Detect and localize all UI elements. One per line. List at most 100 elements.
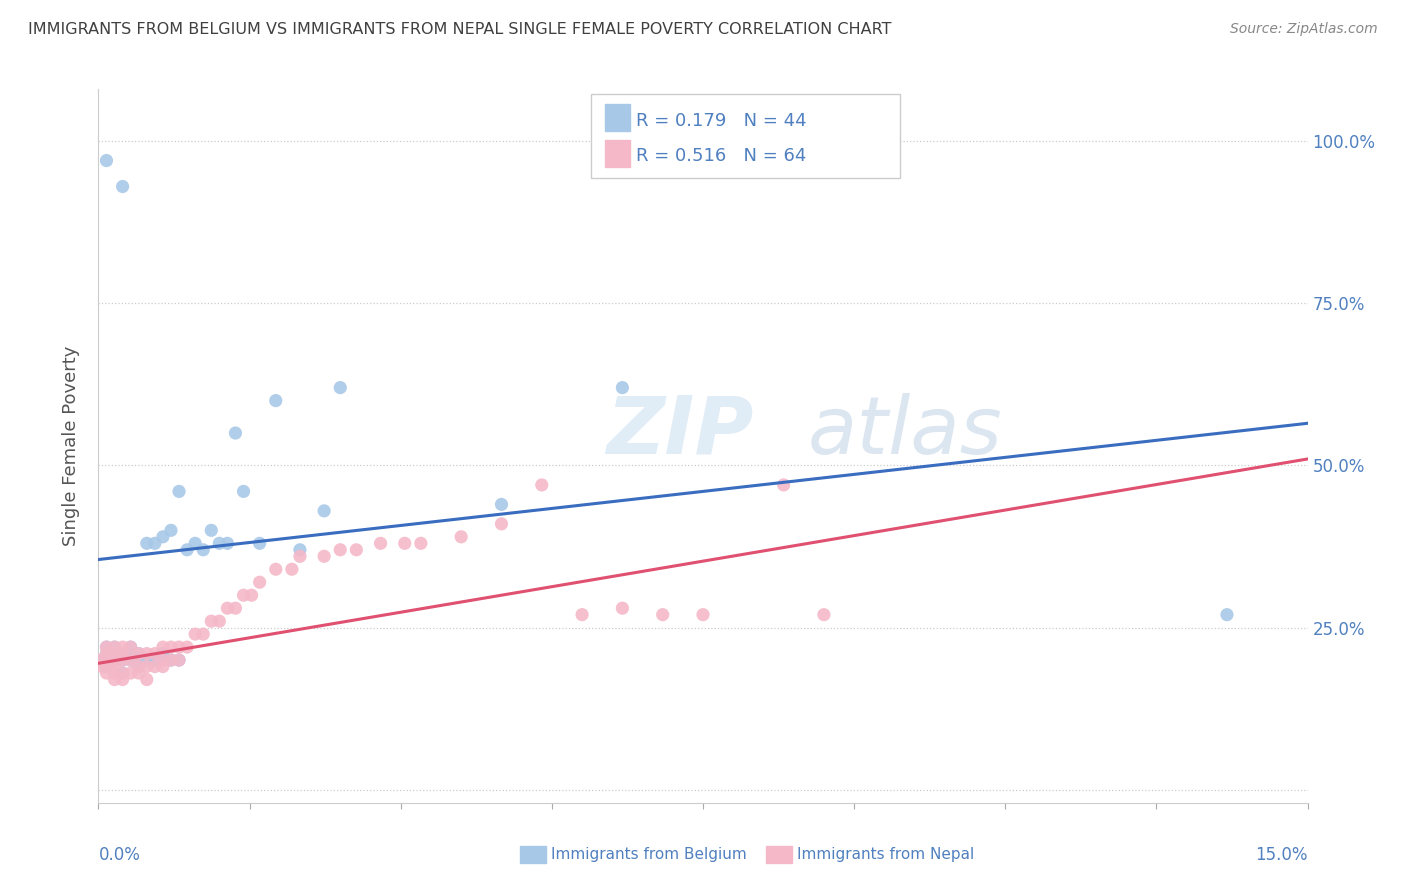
- Point: [103, 673, 125, 687]
- Point: [344, 542, 367, 557]
- Point: [200, 524, 222, 538]
- Point: [103, 640, 125, 654]
- Text: R = 0.179   N = 44: R = 0.179 N = 44: [636, 112, 806, 129]
- Point: [152, 640, 174, 654]
- Point: [135, 653, 157, 667]
- Text: Immigrants from Nepal: Immigrants from Nepal: [797, 847, 974, 862]
- Point: [103, 659, 125, 673]
- Point: [91, 653, 114, 667]
- Text: Immigrants from Belgium: Immigrants from Belgium: [551, 847, 747, 862]
- Point: [612, 601, 634, 615]
- Point: [160, 640, 183, 654]
- Point: [1216, 607, 1239, 622]
- Point: [450, 530, 472, 544]
- Point: [111, 666, 134, 681]
- Point: [184, 627, 207, 641]
- Point: [217, 601, 239, 615]
- Point: [135, 673, 157, 687]
- Text: ZIP: ZIP: [606, 392, 754, 471]
- Point: [224, 425, 246, 440]
- Point: [96, 640, 118, 654]
- Point: [96, 647, 118, 661]
- Point: [193, 627, 215, 641]
- Point: [571, 607, 593, 622]
- Text: IMMIGRANTS FROM BELGIUM VS IMMIGRANTS FROM NEPAL SINGLE FEMALE POVERTY CORRELATI: IMMIGRANTS FROM BELGIUM VS IMMIGRANTS FR…: [28, 22, 891, 37]
- Point: [120, 640, 142, 654]
- Point: [491, 516, 513, 531]
- Point: [288, 542, 311, 557]
- Point: [152, 647, 174, 661]
- Point: [96, 653, 118, 667]
- Point: [143, 659, 166, 673]
- Point: [772, 478, 794, 492]
- Point: [152, 653, 174, 667]
- Text: 0.0%: 0.0%: [98, 846, 141, 863]
- Point: [128, 666, 150, 681]
- Text: atlas: atlas: [808, 392, 1002, 471]
- Point: [217, 536, 239, 550]
- Point: [128, 659, 150, 673]
- Text: Source: ZipAtlas.com: Source: ZipAtlas.com: [1230, 22, 1378, 37]
- Point: [530, 478, 553, 492]
- Point: [176, 542, 198, 557]
- Point: [612, 381, 634, 395]
- Point: [91, 659, 114, 673]
- Point: [143, 536, 166, 550]
- Point: [264, 393, 287, 408]
- Point: [152, 530, 174, 544]
- Point: [314, 549, 336, 564]
- Point: [96, 666, 118, 681]
- Point: [281, 562, 304, 576]
- Point: [160, 653, 183, 667]
- Point: [120, 653, 142, 667]
- Point: [160, 524, 183, 538]
- Point: [651, 607, 673, 622]
- Point: [111, 647, 134, 661]
- Point: [135, 659, 157, 673]
- Point: [96, 640, 118, 654]
- Point: [152, 659, 174, 673]
- Point: [813, 607, 835, 622]
- Point: [409, 536, 432, 550]
- Point: [128, 653, 150, 667]
- Point: [103, 647, 125, 661]
- Point: [103, 653, 125, 667]
- Text: 15.0%: 15.0%: [1256, 846, 1308, 863]
- Point: [208, 536, 231, 550]
- Point: [120, 653, 142, 667]
- Text: R = 0.516   N = 64: R = 0.516 N = 64: [636, 147, 806, 165]
- Point: [111, 179, 134, 194]
- Point: [167, 484, 190, 499]
- Point: [135, 536, 157, 550]
- Point: [167, 640, 190, 654]
- Point: [200, 614, 222, 628]
- Point: [96, 659, 118, 673]
- Point: [249, 536, 271, 550]
- Point: [240, 588, 263, 602]
- Point: [288, 549, 311, 564]
- Point: [111, 666, 134, 681]
- Point: [96, 153, 118, 168]
- Point: [232, 588, 254, 602]
- Point: [135, 647, 157, 661]
- Point: [329, 542, 352, 557]
- Point: [314, 504, 336, 518]
- Point: [103, 653, 125, 667]
- Point: [208, 614, 231, 628]
- Point: [111, 640, 134, 654]
- Point: [160, 653, 183, 667]
- Point: [329, 381, 352, 395]
- Point: [193, 542, 215, 557]
- Point: [167, 653, 190, 667]
- Point: [249, 575, 271, 590]
- Point: [120, 647, 142, 661]
- Point: [143, 647, 166, 661]
- Point: [167, 653, 190, 667]
- Point: [224, 601, 246, 615]
- Point: [176, 640, 198, 654]
- Point: [232, 484, 254, 499]
- Point: [111, 647, 134, 661]
- Point: [128, 647, 150, 661]
- Point: [103, 647, 125, 661]
- Point: [96, 647, 118, 661]
